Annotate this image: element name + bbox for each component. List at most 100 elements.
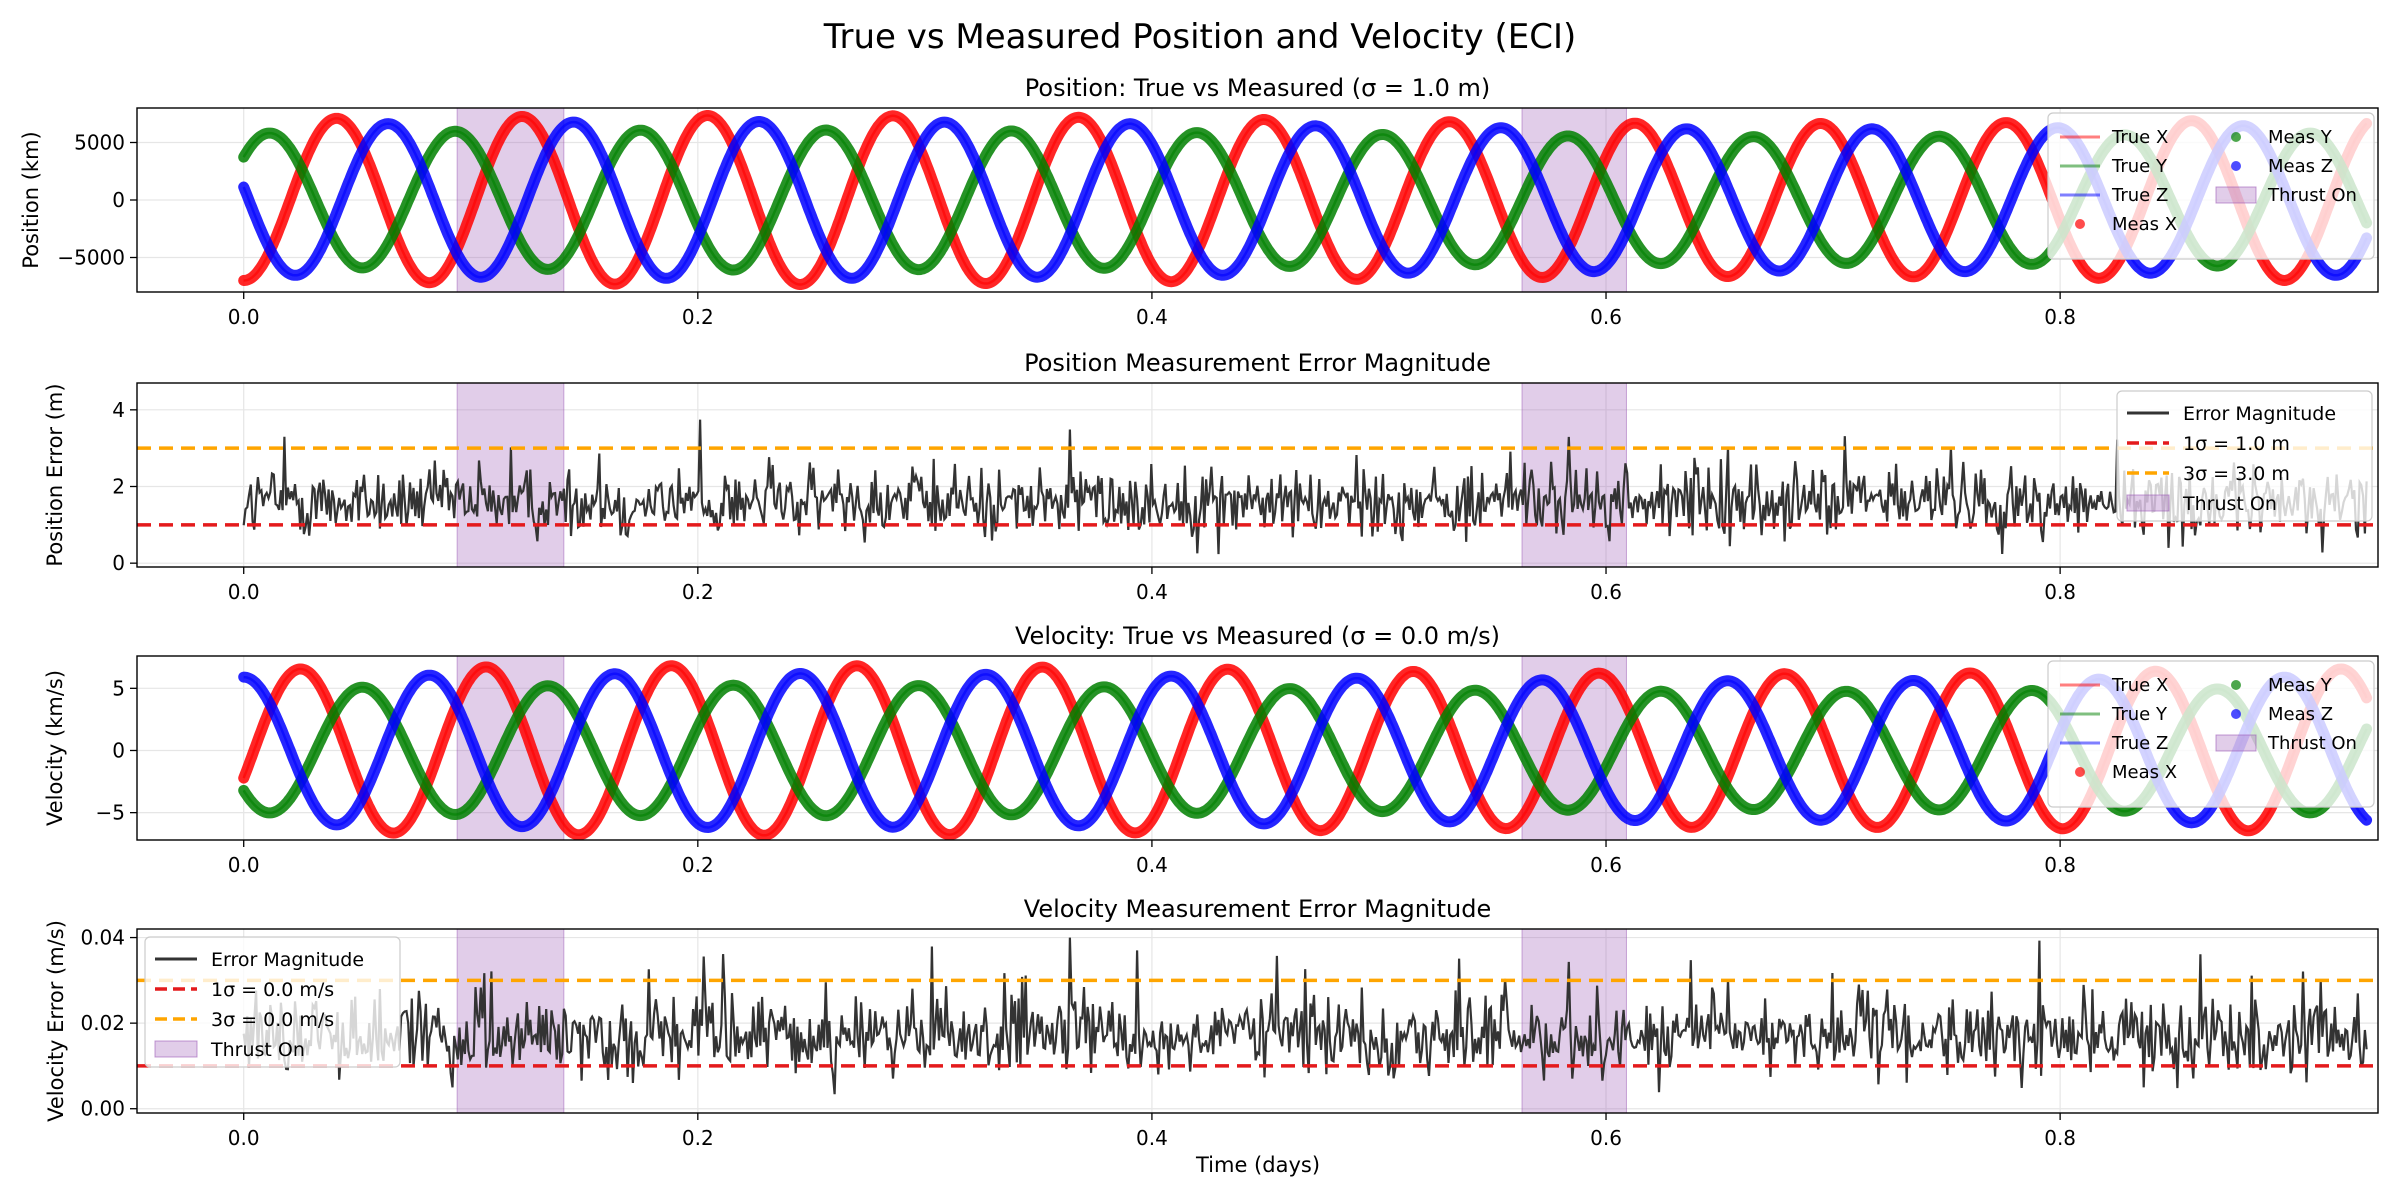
legend-label: Thrust On bbox=[2267, 185, 2357, 206]
legend-label: Meas X bbox=[2112, 762, 2177, 783]
series-true-z bbox=[243, 672, 2368, 829]
series-error-magnitude bbox=[242, 419, 2368, 555]
legend-patch bbox=[2215, 186, 2257, 204]
legend-label: True Y bbox=[2111, 156, 2168, 177]
legend-patch bbox=[2126, 494, 2170, 512]
legend: Error Magnitude 1σ = 0.0 m/s 3σ = 0.0 m/s T… bbox=[144, 936, 401, 1068]
legend: Error Magnitude 1σ = 1.0 m 3σ = 3.0 m Thrus… bbox=[2116, 390, 2373, 522]
legend-label: Thrust On bbox=[210, 1039, 305, 1061]
legend-label: True Z bbox=[2111, 185, 2168, 206]
y-tick-label: 5 bbox=[112, 676, 125, 700]
series-error-magnitude bbox=[242, 937, 2368, 1095]
subplot-title: Position Measurement Error Magnitude bbox=[1024, 349, 1491, 377]
series-true-x bbox=[243, 114, 2368, 286]
legend-label: True Z bbox=[2111, 733, 2168, 754]
legend-box bbox=[2047, 112, 2375, 260]
legend-label: Meas Y bbox=[2268, 675, 2333, 696]
y-tick-label: −5 bbox=[96, 801, 125, 825]
legend-label: Error Magnitude bbox=[2183, 403, 2336, 425]
legend-patch bbox=[154, 1040, 198, 1058]
subplot-title: Position: True vs Measured (σ = 1.0 m) bbox=[1025, 74, 1490, 102]
legend-label: True X bbox=[2111, 675, 2168, 696]
y-tick-label: 2 bbox=[112, 475, 125, 499]
x-tick-label: 0.2 bbox=[682, 853, 714, 877]
legend: True X True Y True Z Meas X Meas Y Meas Z Thru… bbox=[2047, 660, 2375, 808]
y-axis-label: Velocity (km/s) bbox=[43, 670, 67, 826]
x-tick-label: 0.2 bbox=[682, 1126, 714, 1150]
legend-label: True Y bbox=[2111, 704, 2168, 725]
y-axis-label: Position (km) bbox=[19, 131, 43, 268]
x-tick-label: 0.4 bbox=[1136, 1126, 1168, 1150]
series-true-x bbox=[242, 664, 2368, 837]
x-tick-label: 0.6 bbox=[1590, 853, 1622, 877]
legend-patch bbox=[2215, 734, 2257, 752]
legend-marker bbox=[2231, 680, 2241, 690]
x-tick-label: 0.6 bbox=[1590, 305, 1622, 329]
series-true-z bbox=[242, 120, 2368, 280]
axes-frame bbox=[136, 928, 2379, 1114]
plot-area bbox=[137, 929, 2378, 1113]
x-tick-label: 0.0 bbox=[228, 580, 260, 604]
y-tick-label: 0 bbox=[112, 551, 125, 575]
axes-frame bbox=[136, 655, 2379, 841]
y-tick-label: 4 bbox=[112, 398, 125, 422]
subplot-4: 0.0 0.2 0.4 0.6 0.8 0.00 0.02 0.04 Velocity Meas… bbox=[44, 895, 2379, 1150]
y-axis-label: Position Error (m) bbox=[43, 383, 67, 566]
legend-label: Meas Y bbox=[2268, 127, 2333, 148]
y-axis-label: Velocity Error (m/s) bbox=[44, 920, 68, 1122]
axes-frame bbox=[136, 382, 2379, 568]
x-tick-label: 0.4 bbox=[1136, 580, 1168, 604]
y-tick-label: 0.00 bbox=[80, 1097, 125, 1121]
x-tick-label: 0.0 bbox=[228, 1126, 260, 1150]
legend-marker bbox=[2231, 161, 2241, 171]
legend-marker bbox=[2231, 132, 2241, 142]
x-tick-label: 0.8 bbox=[2044, 305, 2076, 329]
x-tick-label: 0.0 bbox=[228, 305, 260, 329]
thrust-window bbox=[1521, 383, 1627, 567]
x-tick-label: 0.0 bbox=[228, 853, 260, 877]
legend-label: 3σ = 0.0 m/s bbox=[211, 1009, 334, 1031]
plot-area bbox=[238, 108, 2373, 292]
series-true-y bbox=[242, 683, 2368, 817]
legend-label: Meas Z bbox=[2268, 156, 2333, 177]
legend-label: 1σ = 1.0 m bbox=[2183, 433, 2290, 455]
legend-marker bbox=[2075, 219, 2085, 229]
legend-label: 1σ = 0.0 m/s bbox=[211, 979, 334, 1001]
x-tick-label: 0.4 bbox=[1136, 305, 1168, 329]
subplot-1: 0.0 0.2 0.4 0.6 0.8 −5000 0 5000 Position: True … bbox=[19, 74, 2379, 329]
series-true-y bbox=[242, 128, 2368, 272]
y-tick-label: 0 bbox=[112, 188, 125, 212]
x-tick-label: 0.8 bbox=[2044, 853, 2076, 877]
y-tick-label: 0 bbox=[112, 738, 125, 762]
legend-label: Error Magnitude bbox=[211, 949, 364, 971]
subplot-2: 0.0 0.2 0.4 0.6 0.8 0 2 4 Position Measurement E… bbox=[43, 349, 2379, 604]
x-tick-label: 0.2 bbox=[682, 305, 714, 329]
subplot-title: Velocity: True vs Measured (σ = 0.0 m/s) bbox=[1015, 622, 1500, 650]
subplot-3: 0.0 0.2 0.4 0.6 0.8 −5 0 5 Velocity: True vs Mea… bbox=[43, 622, 2379, 877]
legend-box bbox=[2116, 390, 2373, 522]
legend-box bbox=[144, 936, 401, 1068]
x-tick-label: 0.6 bbox=[1590, 580, 1622, 604]
legend-label: Thrust On bbox=[2267, 733, 2357, 754]
legend: True X True Y True Z Meas X Meas Y Meas Z Thru… bbox=[2047, 112, 2375, 260]
legend-label: Meas Z bbox=[2268, 704, 2333, 725]
x-tick-label: 0.8 bbox=[2044, 1126, 2076, 1150]
x-axis-label: Time (days) bbox=[1195, 1153, 1320, 1177]
legend-marker bbox=[2075, 767, 2085, 777]
subplot-title: Velocity Measurement Error Magnitude bbox=[1024, 895, 1491, 923]
x-tick-label: 0.2 bbox=[682, 580, 714, 604]
x-tick-label: 0.4 bbox=[1136, 853, 1168, 877]
y-tick-label: 5000 bbox=[74, 131, 125, 155]
y-tick-label: −5000 bbox=[57, 246, 125, 270]
y-tick-label: 0.02 bbox=[80, 1011, 125, 1035]
x-tick-label: 0.6 bbox=[1590, 1126, 1622, 1150]
legend-box bbox=[2047, 660, 2375, 808]
thrust-window bbox=[456, 929, 565, 1113]
legend-label: Thrust On bbox=[2182, 493, 2277, 515]
plot-area bbox=[238, 656, 2373, 840]
legend-marker bbox=[2231, 709, 2241, 719]
figure-title: True vs Measured Position and Velocity (… bbox=[823, 17, 1576, 57]
legend-label: True X bbox=[2111, 127, 2168, 148]
y-tick-label: 0.04 bbox=[80, 926, 125, 950]
